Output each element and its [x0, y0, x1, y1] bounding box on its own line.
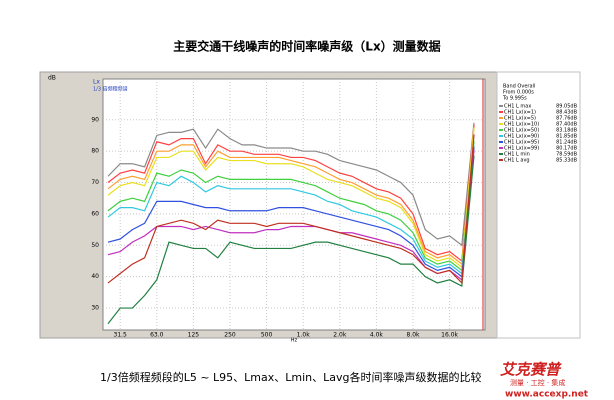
legend-value: 87.76dB: [556, 116, 577, 122]
x-axis-label: Hz: [291, 338, 298, 344]
legend-label: CH1 Lx(x=99): [504, 146, 539, 152]
legend-value: 80.17dB: [556, 146, 577, 152]
logo-slogan: 测量 · 工控 · 集成: [510, 378, 565, 387]
series-line: [107, 141, 475, 272]
caption: 1/3倍频程频段的L5 ~ L95、Lmax、Lmin、Lavg各时间率噪声级数…: [100, 370, 482, 384]
legend-header: From 0.000s: [503, 90, 534, 96]
x-tick-label: 125: [188, 332, 200, 339]
logo-url: www.accexp.net: [505, 390, 589, 400]
series-line: [107, 147, 475, 278]
legend-value: 88.43dB: [556, 110, 577, 116]
x-tick-label: 31.5: [114, 332, 128, 339]
chart-subtitle: 1/3 倍频程频谱: [93, 86, 128, 93]
legend-value: 83.18dB: [556, 128, 577, 134]
legend-label: CH1 Lx(x=50): [504, 128, 539, 134]
legend-value: 81.85dB: [556, 134, 577, 140]
y-tick-label: 90: [91, 116, 99, 123]
legend-label: CH1 L max: [504, 104, 531, 110]
logo-name: 艾克赛普: [500, 361, 562, 379]
chart-title: Lx: [93, 79, 100, 86]
legend-label: CH1 L avg: [504, 158, 530, 164]
series-line: [107, 150, 475, 281]
legend-header: Band Overall: [503, 84, 535, 90]
y-tick-label: 30: [91, 305, 99, 312]
x-tick-label: 8.0k: [406, 332, 420, 339]
legend-value: 78.59dB: [556, 152, 577, 158]
series-line: [107, 122, 475, 247]
x-tick-label: 500: [261, 332, 273, 339]
y-tick-label: 80: [91, 148, 99, 155]
x-tick-label: 16.0k: [441, 332, 458, 339]
series-line: [107, 124, 475, 263]
x-tick-label: 250: [224, 332, 236, 339]
legend-label: CH1 Lx(x=10): [504, 122, 539, 128]
legend-label: CH1 Lx(x=5): [504, 116, 536, 122]
legend-label: CH1 Lx(x=90): [504, 134, 539, 140]
series-line: [107, 134, 475, 285]
legend-value: 89.05dB: [556, 104, 577, 110]
page-title: 主要交通干线噪声的时间率噪声级（Lx）测量数据: [173, 39, 440, 54]
legend-label: CH1 L min: [504, 152, 530, 158]
y-tick-label: 60: [91, 210, 99, 217]
x-tick-label: 4.0k: [370, 332, 384, 339]
y-tick-label: 40: [91, 273, 99, 280]
y-axis-label: dB: [48, 75, 56, 82]
x-tick-label: 63.0: [150, 332, 164, 339]
legend-header: To 9.995s: [502, 96, 527, 102]
legend-value: 85.33dB: [556, 158, 577, 164]
plot-area: [102, 78, 486, 331]
legend-label: CH1 Lx(x=1): [504, 110, 536, 116]
y-tick-label: 50: [91, 242, 99, 249]
series-line: [107, 127, 475, 269]
legend-value: 87.40dB: [556, 122, 577, 128]
y-tick-label: 70: [91, 179, 99, 186]
legend-label: CH1 Lx(x=95): [504, 140, 539, 146]
x-tick-label: 2.0k: [333, 332, 347, 339]
x-tick-label: 1.0k: [297, 332, 311, 339]
legend-panel: [496, 71, 581, 339]
plot: 30 40 50 60 70 80 90 31.5 63.0 125 250 500 1.0k 2.0k 4…: [91, 79, 485, 339]
series-line: [107, 155, 475, 325]
series-line: [107, 145, 475, 275]
series-line: [107, 126, 475, 266]
legend-value: 81.24dB: [556, 140, 577, 146]
